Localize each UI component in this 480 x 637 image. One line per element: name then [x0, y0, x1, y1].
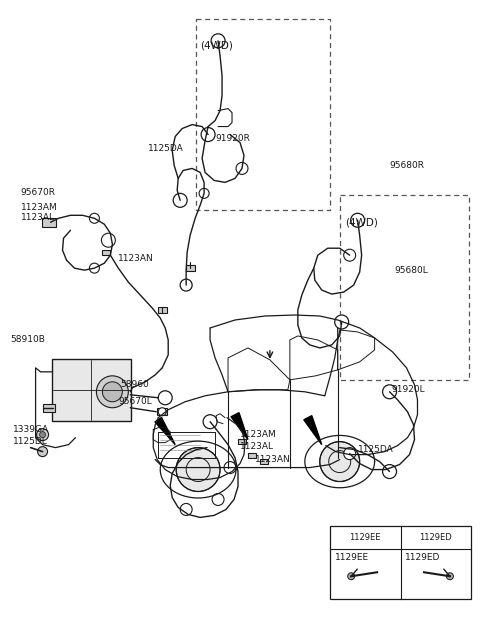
- Text: 95680L: 95680L: [395, 266, 428, 275]
- Bar: [158, 307, 167, 313]
- Circle shape: [224, 462, 236, 473]
- Circle shape: [158, 408, 166, 416]
- Text: 1129EE: 1129EE: [335, 553, 369, 562]
- Circle shape: [348, 573, 355, 580]
- Text: 1123AN: 1123AN: [255, 455, 291, 464]
- Text: 95670L: 95670L: [119, 397, 152, 406]
- Circle shape: [351, 213, 365, 227]
- Circle shape: [39, 432, 46, 438]
- Circle shape: [199, 189, 209, 198]
- Circle shape: [173, 194, 187, 207]
- Bar: [260, 459, 268, 464]
- Bar: [196, 19, 330, 210]
- Circle shape: [89, 213, 99, 224]
- Circle shape: [201, 127, 215, 141]
- Text: 1123AN: 1123AN: [119, 254, 154, 262]
- Circle shape: [176, 448, 220, 492]
- Text: 1129ED: 1129ED: [420, 533, 452, 542]
- Text: (4WD): (4WD): [345, 217, 378, 227]
- Polygon shape: [231, 413, 248, 440]
- Circle shape: [89, 263, 99, 273]
- Circle shape: [344, 448, 356, 459]
- Bar: [157, 408, 167, 415]
- FancyBboxPatch shape: [51, 359, 132, 420]
- Circle shape: [236, 162, 248, 175]
- Text: 1129ED: 1129ED: [405, 553, 440, 562]
- Bar: [330, 526, 471, 599]
- Bar: [186, 265, 194, 271]
- Bar: [238, 439, 246, 444]
- Circle shape: [383, 464, 396, 478]
- Circle shape: [203, 415, 217, 429]
- Text: 58960: 58960: [120, 380, 149, 389]
- Text: 91920L: 91920L: [392, 385, 425, 394]
- Bar: [248, 453, 256, 458]
- Circle shape: [383, 385, 396, 399]
- Circle shape: [180, 503, 192, 515]
- Text: 1125DL: 1125DL: [12, 437, 48, 446]
- Polygon shape: [304, 416, 322, 445]
- Circle shape: [320, 441, 360, 482]
- Text: 1123AM: 1123AM: [240, 430, 277, 439]
- Circle shape: [211, 34, 225, 48]
- Bar: [340, 196, 469, 380]
- Text: 95680R: 95680R: [390, 161, 425, 170]
- Text: (4WD): (4WD): [200, 41, 233, 51]
- Circle shape: [36, 429, 48, 441]
- Bar: [43, 404, 55, 412]
- Text: 1123AL: 1123AL: [21, 213, 55, 222]
- Text: 1125DA: 1125DA: [148, 144, 184, 153]
- Circle shape: [335, 315, 348, 329]
- Text: 91920R: 91920R: [215, 134, 250, 143]
- Circle shape: [158, 390, 172, 404]
- Text: 1123AM: 1123AM: [21, 203, 58, 212]
- Text: 1123AL: 1123AL: [240, 442, 274, 451]
- Circle shape: [344, 249, 356, 261]
- Text: 1125DA: 1125DA: [358, 445, 394, 454]
- Text: 1129EE: 1129EE: [349, 533, 381, 542]
- Polygon shape: [155, 417, 175, 445]
- Circle shape: [37, 447, 48, 457]
- Text: 58910B: 58910B: [11, 336, 46, 345]
- Circle shape: [96, 376, 128, 408]
- Circle shape: [446, 573, 454, 580]
- Circle shape: [101, 233, 115, 247]
- Circle shape: [102, 382, 122, 402]
- Circle shape: [180, 279, 192, 291]
- Text: 95670R: 95670R: [21, 188, 56, 197]
- Text: 1339GA: 1339GA: [12, 425, 49, 434]
- Bar: [42, 218, 56, 227]
- Bar: [102, 250, 110, 255]
- Circle shape: [212, 494, 224, 505]
